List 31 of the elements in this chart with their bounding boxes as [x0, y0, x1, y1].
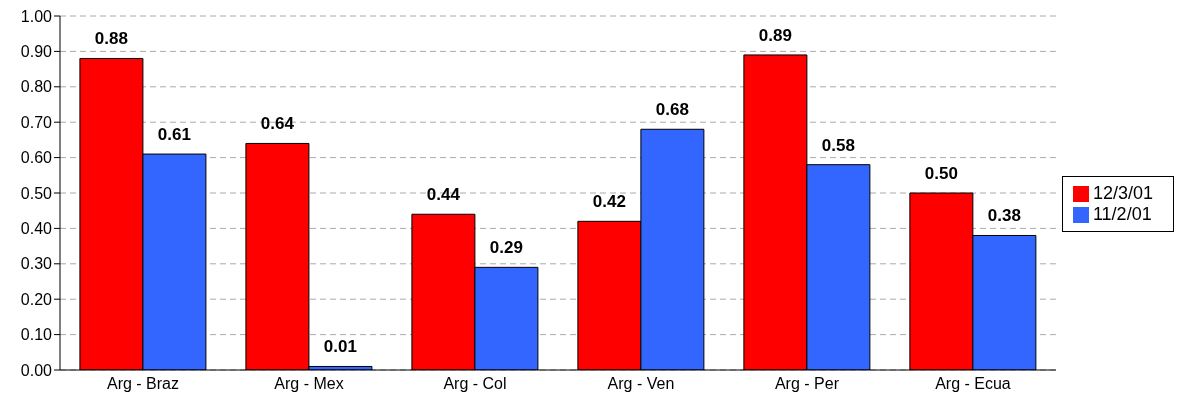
x-tick-label: Arg - Ven [607, 375, 675, 393]
x-tick-label: Arg - Col [443, 375, 507, 393]
x-tick-label: Arg - Mex [274, 375, 344, 393]
x-tick-label: Arg - Per [774, 375, 840, 393]
x-tick-label: Arg - Braz [106, 375, 179, 393]
y-tick-label: 0.20 [20, 290, 53, 308]
legend-label: 12/3/01 [1092, 183, 1153, 203]
y-tick-label: 0.30 [20, 255, 53, 273]
data-label: 0.68 [655, 100, 689, 120]
data-label: 0.44 [426, 185, 461, 205]
data-label: 0.88 [94, 29, 128, 49]
y-tick-label: 0.90 [20, 43, 53, 61]
data-label: 0.64 [260, 114, 295, 134]
y-tick-label: 1.00 [20, 7, 53, 25]
data-label: 0.50 [924, 164, 958, 183]
data-label: 0.61 [157, 125, 191, 145]
y-tick-label: 0.10 [20, 326, 53, 344]
y-tick-label: 0.80 [20, 78, 53, 96]
y-tick-label: 0.00 [20, 361, 53, 379]
data-label: 0.42 [592, 192, 626, 212]
y-tick-label: 0.40 [20, 220, 53, 238]
y-tick-label: 0.50 [20, 184, 53, 202]
data-label: 0.89 [758, 25, 792, 45]
x-tick-label: Arg - Ecua [935, 375, 1011, 393]
y-tick-label: 0.60 [20, 149, 53, 167]
y-tick-label: 0.70 [20, 113, 53, 131]
data-label: 0.29 [489, 238, 523, 258]
legend-label: 11/2/01 [1092, 204, 1152, 224]
data-label: 0.01 [323, 337, 357, 357]
data-label: 0.38 [987, 206, 1021, 226]
data-label: 0.58 [821, 135, 855, 155]
